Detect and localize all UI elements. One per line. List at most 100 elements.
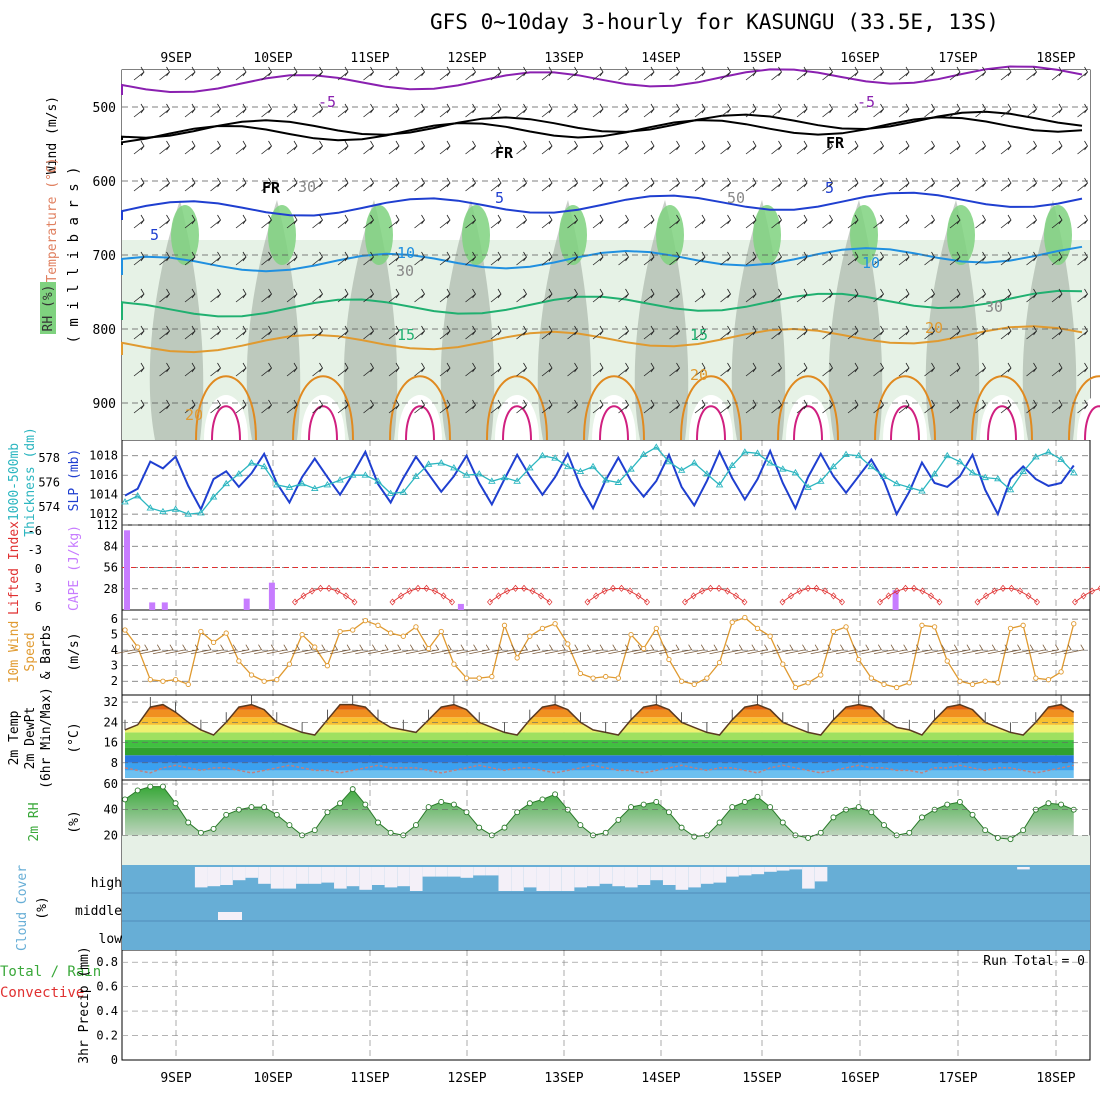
isotherm-20	[583, 375, 645, 441]
wind-barb	[159, 66, 171, 81]
wind-barb	[363, 399, 375, 414]
wind-barb	[1026, 140, 1038, 155]
cloud-high-bar	[814, 867, 828, 882]
wind-barb	[949, 177, 961, 192]
wind-barb	[465, 66, 477, 81]
wind-barb	[490, 103, 502, 118]
cloud-high-bar	[662, 867, 676, 885]
wind-barb	[210, 362, 222, 377]
wind-barb	[337, 214, 349, 229]
wind-barb	[847, 140, 859, 155]
wind-barb	[286, 177, 298, 192]
wind-speed-point	[830, 628, 837, 635]
rh-point	[881, 822, 887, 829]
lifted-tick-label: 3	[35, 581, 42, 595]
wind-barb	[1026, 399, 1038, 414]
wind-barb	[771, 362, 783, 377]
wind-barb	[159, 362, 171, 377]
contour-label: 30	[298, 178, 316, 196]
wind-barb	[261, 177, 273, 192]
thickness-point	[121, 498, 129, 505]
wind-barb	[184, 362, 196, 377]
wind-barb	[235, 177, 247, 192]
lifted-point	[601, 587, 608, 595]
wind-barb	[439, 251, 451, 266]
thickness-point	[538, 451, 547, 459]
wind-barb	[975, 66, 987, 81]
wind-barb	[771, 140, 783, 155]
wind-barb	[541, 399, 553, 414]
isotherm-20	[486, 375, 548, 441]
wind-barb	[465, 140, 477, 155]
warm-dome	[398, 395, 442, 440]
wind-barb	[643, 325, 655, 340]
wind-barb	[490, 251, 502, 266]
wind-barb	[720, 288, 732, 303]
cloud-high-bar	[232, 867, 246, 881]
wind-barb	[669, 66, 681, 81]
p5-label-b: 2m DewPt	[23, 707, 38, 770]
wind-barb	[592, 103, 604, 118]
wind-barb	[694, 399, 706, 414]
wind-barb	[235, 214, 247, 229]
lifted-point	[538, 592, 544, 600]
wind-barb	[924, 66, 936, 81]
cloud-level-label: low	[99, 932, 123, 947]
wind-barb	[822, 399, 834, 414]
wind-barb	[443, 644, 465, 655]
wind-barb	[669, 251, 681, 266]
wind-barb	[694, 325, 706, 340]
wind-barb	[1077, 251, 1089, 266]
thickness-point	[981, 473, 989, 481]
rh-point	[817, 829, 824, 836]
rh-point	[476, 824, 483, 831]
wind-barb	[924, 399, 936, 414]
wind-speed-point	[805, 680, 811, 686]
wind-barb	[363, 140, 375, 155]
wind-speed-point	[147, 677, 153, 683]
wind-barb	[516, 103, 528, 118]
wind-barb	[210, 140, 222, 155]
wind-barb	[1000, 140, 1012, 155]
wind-barb	[286, 362, 298, 377]
rh-point	[729, 804, 736, 811]
cape-bar	[457, 603, 464, 610]
wind-barb	[1000, 214, 1012, 229]
thickness-point	[804, 483, 812, 490]
wind-barb	[439, 288, 451, 303]
wind-barb	[949, 325, 961, 340]
lifted-point	[398, 592, 404, 600]
rh-point	[147, 783, 154, 790]
wind-barb	[592, 140, 604, 155]
pressure-tick-label: 600	[93, 175, 116, 190]
thickness-point	[665, 457, 673, 465]
isotherm-25	[308, 405, 338, 441]
wind-barb	[745, 362, 757, 377]
wind-barb	[771, 177, 783, 192]
wind-speed-point	[425, 645, 432, 652]
wind-speed-point	[451, 661, 457, 667]
wind-barb	[1051, 325, 1063, 340]
thickness-point	[1057, 455, 1065, 462]
wind-barb	[1051, 177, 1063, 192]
wind-barb	[507, 644, 528, 655]
lifted-point	[682, 598, 688, 606]
wind-speed-point	[539, 625, 546, 632]
isotherm-10	[121, 245, 1083, 275]
rh-point	[754, 793, 761, 800]
lifted-point	[1080, 592, 1087, 600]
wind-barb	[924, 214, 936, 229]
wind-barb	[210, 66, 222, 81]
wind-barb	[516, 66, 528, 81]
wind-speed-point	[615, 675, 621, 681]
p3-lifted-label: Lifted Index	[7, 521, 22, 615]
lifted-line	[977, 587, 1038, 603]
wind-barb	[898, 362, 910, 377]
contour-label: 5	[495, 189, 504, 207]
cape-bar	[892, 590, 899, 610]
wind-barb	[184, 140, 196, 155]
wind-barb	[388, 177, 400, 192]
wind-barb	[1077, 325, 1089, 340]
wind-barb	[418, 644, 440, 655]
thickness-point	[247, 459, 256, 466]
